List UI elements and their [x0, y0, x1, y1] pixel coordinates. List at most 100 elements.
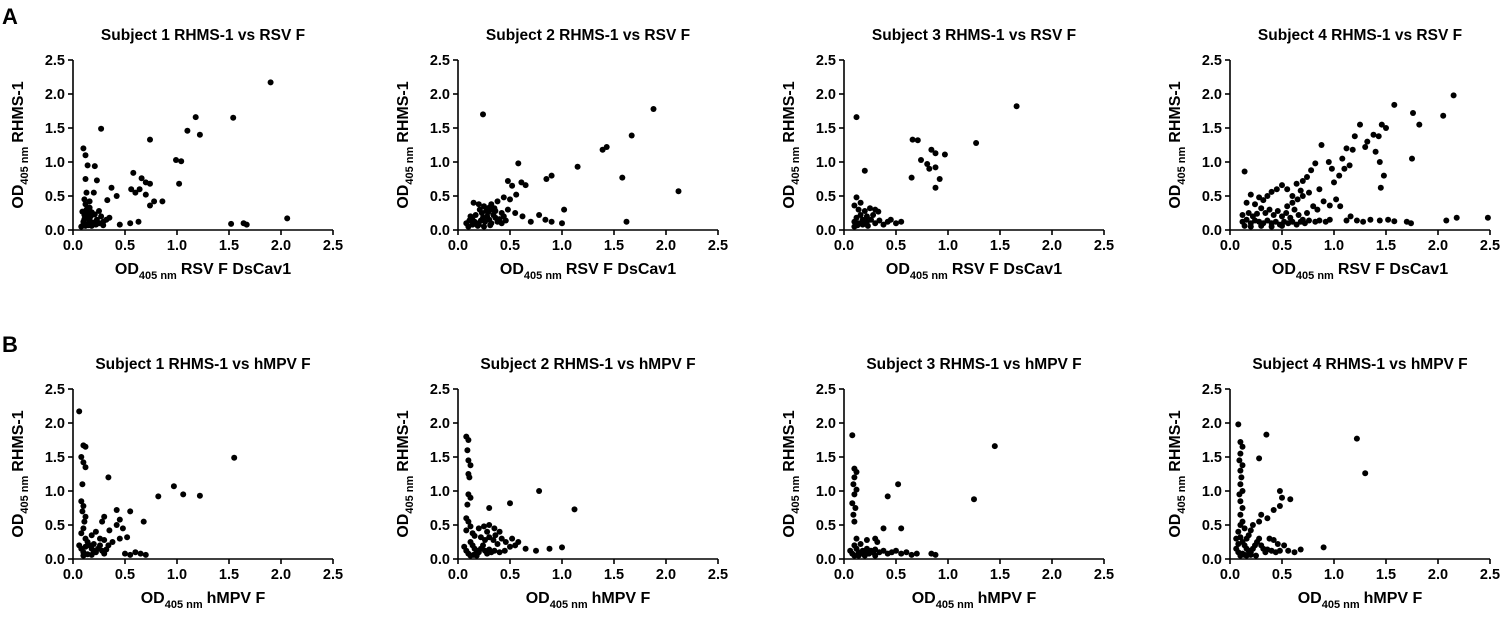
data-point: [546, 545, 553, 552]
data-point: [89, 219, 96, 226]
data-point: [1241, 525, 1248, 532]
x-axis-label-main: OD: [912, 590, 936, 607]
y-axis-label: OD405 nm RHMS-1: [1167, 81, 1188, 208]
x-axis-label: OD405 nm hMPV F: [912, 590, 1037, 611]
data-point: [474, 222, 481, 229]
data-point: [599, 146, 606, 153]
data-point: [867, 205, 873, 212]
data-point: [494, 541, 501, 547]
data-point: [1336, 172, 1343, 179]
data-point: [80, 503, 87, 509]
data-point: [97, 542, 103, 549]
y-tick-label: 0.0: [45, 552, 65, 568]
data-point: [941, 151, 948, 158]
data-point: [83, 189, 90, 196]
x-tick-label: 0.5: [500, 567, 520, 583]
data-point: [675, 188, 682, 195]
x-axis-label-main: OD: [526, 590, 550, 607]
y-tick-label: 2.0: [430, 416, 450, 432]
data-point: [1326, 202, 1333, 209]
data-point: [1484, 214, 1491, 221]
x-axis-label: OD405 nm RSV F DsCav1: [500, 261, 676, 282]
data-point: [1236, 491, 1243, 498]
y-tick-label: 0.5: [816, 189, 836, 205]
y-axis-label: OD405 nm RHMS-1: [781, 81, 802, 208]
y-axis-label: OD405 nm RHMS-1: [10, 410, 31, 537]
data-point: [861, 167, 868, 174]
y-tick-label: 0.5: [1202, 518, 1222, 534]
x-tick-label: 1.0: [938, 567, 958, 583]
y-tick-label: 2.0: [1202, 87, 1222, 103]
data-point: [1376, 217, 1383, 224]
data-point: [1279, 213, 1285, 220]
scatter-plot: Subject 2 RHMS-1 vs hMPV F 0.0 0.5 1.0 1.5 2.…: [395, 356, 728, 611]
data-point: [82, 513, 89, 520]
data-point: [80, 459, 87, 466]
data-point: [480, 111, 486, 118]
x-tick-label: 2.5: [323, 567, 343, 583]
data-point: [1410, 110, 1416, 116]
data-point: [463, 527, 470, 534]
x-axis-label-sub: 405 nm: [936, 599, 974, 611]
data-point: [228, 220, 235, 227]
y-axis-label-sub: 405 nm: [1176, 476, 1188, 514]
data-point: [184, 127, 191, 134]
x-tick-label: 1.0: [167, 567, 187, 583]
data-point: [1291, 206, 1298, 213]
data-point: [1256, 194, 1263, 201]
y-axis-label-sub: 405 nm: [19, 476, 31, 514]
x-axis-label-rest: hMPV F: [592, 590, 651, 607]
y-tick-label: 2.5: [816, 382, 836, 398]
data-point: [142, 551, 149, 558]
data-point: [127, 220, 134, 227]
data-point: [481, 203, 487, 210]
data-point: [1295, 212, 1302, 218]
data-point: [1289, 199, 1296, 206]
y-axis-label-sub: 405 nm: [790, 476, 802, 514]
x-axis-label-main: OD: [886, 261, 910, 278]
data-point: [1299, 178, 1306, 184]
y-tick-label: 2.0: [45, 87, 65, 103]
data-point: [527, 218, 534, 225]
data-point: [484, 528, 491, 535]
data-point: [908, 551, 915, 558]
data-point: [471, 532, 478, 539]
y-axis-label-rest: RHMS-1: [1167, 81, 1184, 142]
data-point: [1453, 214, 1460, 221]
data-point: [1385, 216, 1392, 223]
data-point: [116, 516, 123, 523]
data-point: [108, 184, 115, 191]
data-point: [88, 551, 95, 558]
data-point: [1314, 206, 1321, 213]
data-point: [1333, 196, 1340, 203]
data-point: [90, 541, 97, 547]
data-point: [623, 218, 630, 225]
x-tick-label: 1.0: [938, 238, 958, 254]
data-point: [895, 481, 902, 488]
data-point: [1243, 216, 1250, 223]
data-point: [1440, 112, 1447, 119]
data-point: [82, 464, 89, 471]
y-axis-label-main: OD: [395, 185, 412, 209]
data-point: [1247, 551, 1254, 558]
data-point: [1308, 167, 1315, 174]
data-point: [82, 543, 89, 550]
data-point: [1254, 210, 1260, 217]
data-point: [486, 505, 493, 511]
data-point: [849, 500, 856, 507]
data-point: [1235, 421, 1242, 428]
data-point: [884, 493, 891, 500]
data-point: [80, 525, 87, 532]
y-tick-label: 0.5: [430, 189, 450, 205]
scatter-plot: Subject 4 RHMS-1 vs hMPV F 0.0 0.5 1.0 1.5 2.…: [1167, 356, 1500, 611]
data-point: [1283, 210, 1290, 216]
panel-letter-b: B: [2, 332, 18, 357]
data-point: [536, 488, 543, 494]
data-point: [1347, 213, 1354, 220]
data-point: [84, 162, 91, 169]
data-point: [853, 194, 860, 201]
data-point: [1362, 144, 1369, 150]
data-point: [127, 508, 134, 515]
y-tick-label: 1.0: [1202, 155, 1222, 171]
